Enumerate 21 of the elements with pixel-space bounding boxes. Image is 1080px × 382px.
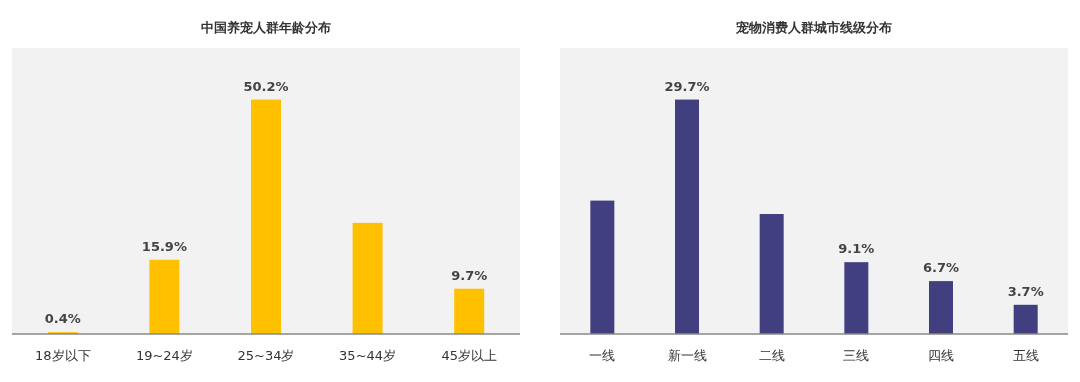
data-label: 29.7%: [664, 78, 710, 94]
x-tick-label: 25~34岁: [237, 348, 295, 363]
data-label: 9.1%: [838, 241, 875, 257]
chart-title: 中国养宠人群年龄分布: [201, 20, 331, 35]
data-label: 50.2%: [243, 78, 289, 94]
x-tick-label: 新一线: [667, 348, 707, 363]
x-tick-label: 一线: [589, 348, 616, 363]
chart-title: 宠物消费人群城市线级分布: [735, 20, 892, 35]
x-tick-label: 四线: [928, 348, 954, 363]
x-tick-label: 19~24岁: [135, 348, 193, 363]
x-tick-label: 18岁以下: [35, 348, 91, 363]
data-label: 15.9%: [141, 238, 187, 254]
data-label: 0.4%: [44, 311, 81, 327]
x-tick-label: 45岁以上: [441, 348, 497, 363]
x-tick-label: 三线: [843, 348, 870, 363]
x-tick-label: 五线: [1012, 348, 1039, 363]
data-label: 9.7%: [451, 267, 488, 283]
x-tick-label: 35~44岁: [339, 348, 397, 363]
x-tick-label: 二线: [758, 348, 785, 363]
data-label: 6.7%: [922, 260, 960, 276]
data-label: 3.7%: [1007, 283, 1044, 299]
